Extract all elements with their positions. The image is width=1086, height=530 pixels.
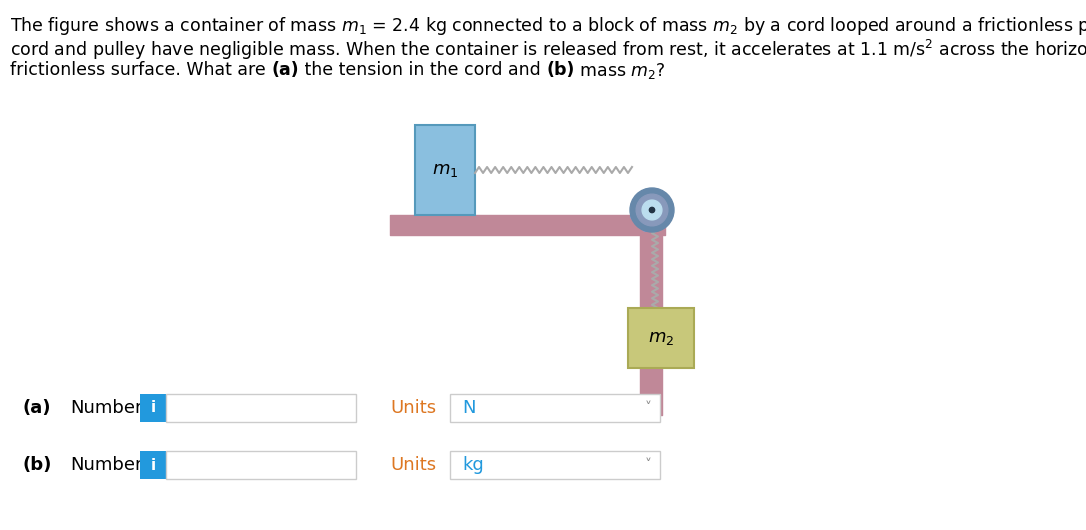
Text: Units: Units	[390, 399, 437, 417]
Text: (a): (a)	[22, 399, 51, 417]
Text: (a): (a)	[272, 61, 299, 79]
Circle shape	[630, 188, 674, 232]
FancyArrowPatch shape	[632, 217, 645, 230]
Bar	[166, 394, 356, 422]
Text: Number: Number	[70, 399, 142, 417]
Text: the tension in the cord and: the tension in the cord and	[299, 61, 546, 79]
Bar	[628, 308, 694, 368]
Text: mass $m_2$?: mass $m_2$?	[574, 61, 667, 81]
Text: Units: Units	[390, 456, 437, 474]
Text: i: i	[151, 457, 155, 473]
Text: ˅: ˅	[644, 458, 652, 472]
Text: Number: Number	[70, 456, 142, 474]
Bar	[140, 394, 166, 422]
Text: (b): (b)	[546, 61, 574, 79]
Text: N: N	[462, 399, 476, 417]
Bar	[166, 451, 356, 479]
Text: i: i	[151, 401, 155, 416]
Text: ˅: ˅	[644, 401, 652, 415]
Text: $m_2$: $m_2$	[648, 329, 674, 347]
Text: frictionless surface. What are: frictionless surface. What are	[10, 61, 272, 79]
Circle shape	[636, 194, 668, 226]
Circle shape	[642, 200, 661, 220]
Text: The figure shows a container of mass $m_1$ = 2.4 kg connected to a block of mass: The figure shows a container of mass $m_…	[10, 15, 1086, 37]
Bar	[450, 394, 660, 422]
Text: (b): (b)	[22, 456, 51, 474]
Bar	[450, 451, 660, 479]
Text: kg: kg	[462, 456, 483, 474]
Bar	[415, 125, 475, 215]
Text: cord and pulley have negligible mass. When the container is released from rest, : cord and pulley have negligible mass. Wh…	[10, 38, 1086, 62]
Text: $m_1$: $m_1$	[432, 161, 458, 179]
Circle shape	[649, 207, 655, 213]
Bar	[140, 451, 166, 479]
